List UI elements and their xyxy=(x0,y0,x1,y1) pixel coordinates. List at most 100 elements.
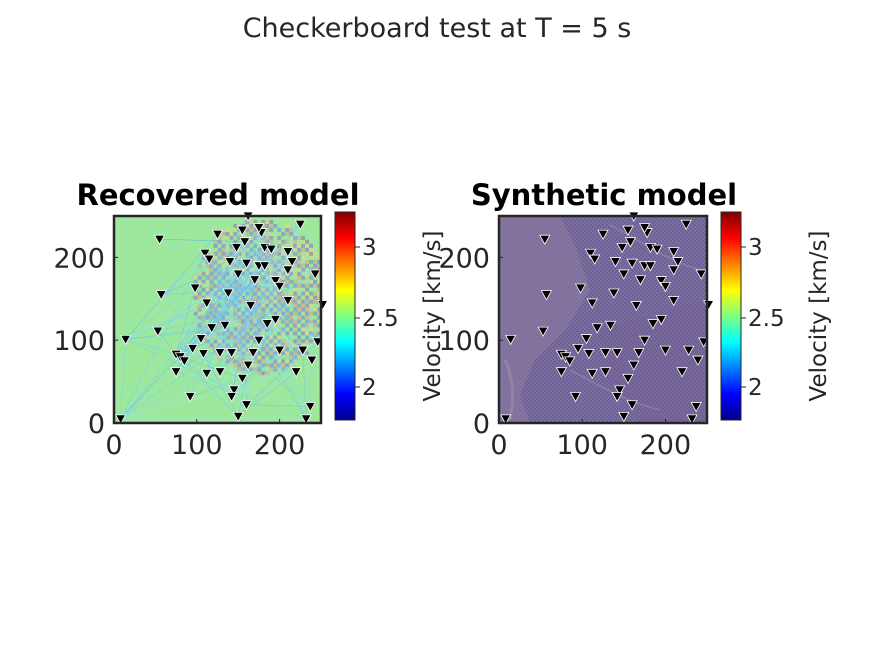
ray-path xyxy=(120,373,207,420)
station-marker xyxy=(269,276,282,287)
recovered-colorbar-tick-3: 3 xyxy=(362,235,377,261)
anomaly-cell xyxy=(209,343,214,348)
x-tick-label: 100 xyxy=(556,430,608,461)
ray-path xyxy=(279,224,301,351)
anomaly-cell xyxy=(301,275,306,280)
anomaly-cell xyxy=(249,327,254,332)
anomaly-cell xyxy=(289,319,294,324)
anomaly-cell xyxy=(301,287,306,292)
anomaly-cell xyxy=(301,307,306,312)
synthetic-axis-ticks: 0 100 200 0 100 200 xyxy=(438,243,691,461)
ray-path xyxy=(120,253,206,419)
anomaly-cell xyxy=(309,339,314,344)
station-marker xyxy=(203,254,215,265)
ray-path xyxy=(194,247,265,289)
anomaly-cell xyxy=(269,227,274,232)
station-marker xyxy=(574,283,587,294)
station-marker xyxy=(309,269,321,280)
anomaly-cell xyxy=(233,231,238,236)
anomaly-cell xyxy=(249,367,254,372)
station-marker xyxy=(153,234,166,246)
anomaly-cell xyxy=(309,279,314,284)
anomaly-cell xyxy=(233,223,238,228)
anomaly-cell xyxy=(293,271,298,276)
station-marker xyxy=(624,237,637,248)
station-marker xyxy=(540,290,553,301)
anomaly-cell xyxy=(269,347,274,352)
anomaly-cell xyxy=(297,243,302,248)
ray-path xyxy=(231,265,260,397)
anomaly-cell xyxy=(305,339,310,344)
anomaly-cell xyxy=(213,303,218,308)
anomaly-cell xyxy=(237,327,242,332)
anomaly-cell xyxy=(269,367,274,372)
ray-path xyxy=(275,319,318,343)
ray-path xyxy=(157,273,239,332)
anomaly-cell xyxy=(289,351,294,356)
station-marker xyxy=(628,360,640,371)
station-marker xyxy=(225,392,238,403)
station-marker xyxy=(300,414,312,425)
ray-path xyxy=(175,287,196,355)
anomaly-cell xyxy=(253,291,258,296)
anomaly-cell xyxy=(281,267,286,272)
ray-path xyxy=(195,287,276,320)
anomaly-cell xyxy=(225,271,230,276)
anomaly-cell xyxy=(293,247,298,252)
anomaly-cell xyxy=(201,287,206,292)
synthetic-colorbar: 2 2.5 3 Velocity [km/s] xyxy=(720,211,832,421)
anomaly-cell xyxy=(317,319,321,324)
anomaly-cell xyxy=(309,295,314,300)
anomaly-cell xyxy=(225,331,230,336)
synthetic-model-region xyxy=(499,216,590,423)
station-marker xyxy=(282,247,294,258)
anomaly-cell xyxy=(305,247,310,252)
anomaly-cell xyxy=(205,335,210,340)
station-marker xyxy=(282,265,294,276)
anomaly-cell xyxy=(217,291,222,296)
station-marker xyxy=(155,290,167,301)
station-marker xyxy=(225,348,238,359)
anomaly-cell xyxy=(257,283,262,288)
anomaly-cell xyxy=(305,335,310,340)
anomaly-cell xyxy=(241,363,246,368)
ray-path xyxy=(206,373,247,406)
ray-path xyxy=(120,232,262,420)
station-marker xyxy=(626,400,638,411)
station-marker xyxy=(304,402,316,413)
anomaly-cell xyxy=(197,303,202,308)
station-marker xyxy=(114,414,127,425)
x-tick-label: 0 xyxy=(105,430,122,461)
anomaly-cell xyxy=(293,323,298,328)
station-marker xyxy=(232,411,244,423)
anomaly-cell xyxy=(225,227,230,232)
anomaly-cell xyxy=(277,307,282,312)
station-marker xyxy=(672,257,684,268)
station-marker xyxy=(297,345,309,356)
anomaly-cell xyxy=(273,351,278,356)
station-marker xyxy=(201,368,213,380)
anomaly-cell xyxy=(229,251,234,256)
anomaly-cell xyxy=(297,251,302,256)
anomaly-cell xyxy=(265,219,270,224)
anomaly-cell xyxy=(293,287,298,292)
anomaly-cell xyxy=(229,243,234,248)
anomaly-cell xyxy=(297,343,302,348)
ray-path xyxy=(192,300,289,349)
anomaly-cell xyxy=(253,231,258,236)
anomaly-cell xyxy=(249,319,254,324)
anomaly-cell xyxy=(305,251,310,256)
station-marker xyxy=(232,269,244,280)
anomaly-cell xyxy=(261,307,266,312)
anomaly-cell xyxy=(201,279,206,284)
anomaly-cell xyxy=(269,255,274,260)
anomaly-cell xyxy=(293,243,298,248)
anomaly-cell xyxy=(249,255,254,260)
anomaly-cell xyxy=(213,339,218,344)
anomaly-cell xyxy=(313,251,318,256)
anomaly-cell xyxy=(309,331,314,336)
synthetic-model-region xyxy=(600,300,707,423)
anomaly-cell xyxy=(281,231,286,236)
anomaly-cell xyxy=(301,279,306,284)
station-marker xyxy=(555,367,568,378)
